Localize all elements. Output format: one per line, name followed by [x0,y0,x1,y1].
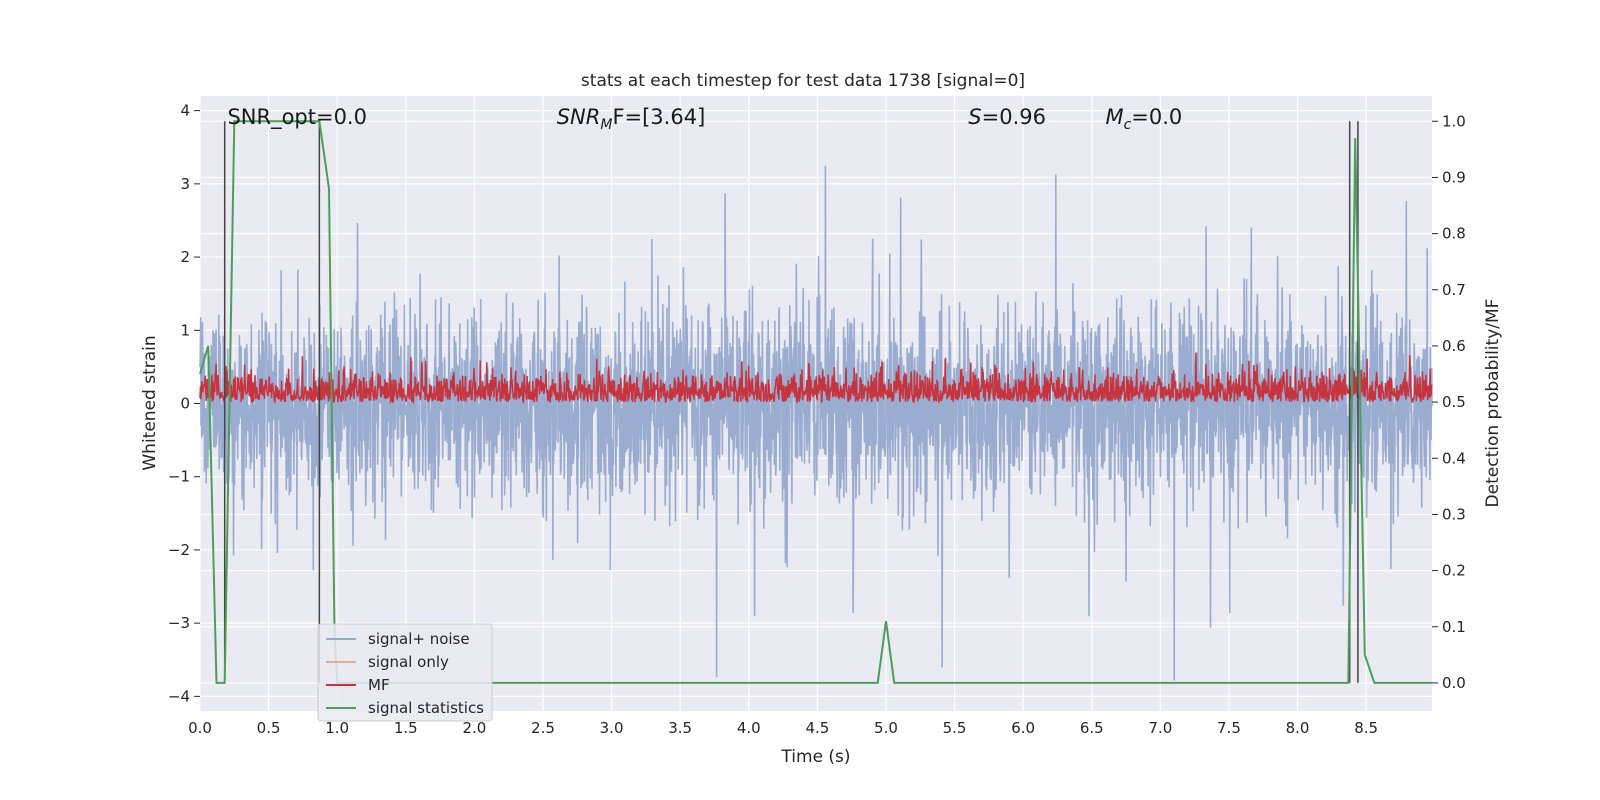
y-tick-label: 2 [180,248,190,266]
y-axis-label: Whitened strain [140,335,160,470]
annotation-0: SNR_opt=0.0 [227,105,367,130]
y2-tick-label: 0.0 [1442,674,1466,692]
legend-label-stat: signal statistics [368,699,484,717]
y-tick-label: 3 [180,175,190,193]
y-tick-label: 4 [180,102,190,120]
y2-tick-label: 0.9 [1442,168,1466,186]
annotation-2: S=0.96 [968,105,1046,129]
y-ticks: 4 3 2 1 0 −1 −2 −3 −4 [168,102,200,705]
x-tick-label: 0.5 [257,719,281,737]
x-tick-label: 4.0 [737,719,761,737]
mf-trace [199,352,1433,405]
x-axis-label: Time (s) [780,747,850,767]
x-tick-label: 7.0 [1148,719,1172,737]
y2-tick-label: 0.4 [1442,449,1466,467]
y2-tick-label: 0.2 [1442,562,1466,580]
x-tick-label: 2.0 [462,719,486,737]
y2-ticks: 1.0 0.9 0.8 0.7 0.6 0.5 0.4 0.3 0.2 0.1 0.0 [1432,112,1466,692]
annotation-3: Mc=0.0 [1105,105,1182,133]
x-tick-label: 3.0 [600,719,624,737]
y2-tick-label: 0.3 [1442,505,1466,523]
x-tick-label: 8.5 [1354,719,1378,737]
x-tick-label: 1.0 [325,719,349,737]
y-tick-label: 0 [180,395,190,413]
y-tick-label: −1 [168,468,190,486]
legend-box [317,623,493,722]
y-tick-label: 1 [180,321,190,339]
x-tick-label: 0.0 [188,719,212,737]
legend-label-noise: signal+ noise [368,630,470,648]
y-tick-label: −4 [168,687,190,705]
x-tick-label: 3.5 [668,719,692,737]
y2-tick-label: 0.8 [1442,225,1466,243]
x-tick-label: 6.5 [1080,719,1104,737]
x-ticks: 0.0 0.5 1.0 1.5 2.0 2.5 3.0 3.5 4.0 4.5 5.0 5.5 6.0 6… [188,719,1378,737]
noise-series [199,165,1433,681]
noise-trace [199,165,1433,681]
chart-title: stats at each timestep for test data 173… [581,71,1025,91]
y2-axis-label: Detection probability/MF [1483,299,1503,508]
legend-label-mf: MF [368,676,390,694]
legend-label-signal: signal only [368,653,449,671]
x-tick-label: 2.5 [531,719,555,737]
y2-tick-label: 0.5 [1442,393,1466,411]
x-tick-label: 1.5 [394,719,418,737]
y2-tick-label: 0.6 [1442,337,1466,355]
x-tick-label: 4.5 [805,719,829,737]
x-tick-label: 7.5 [1217,719,1241,737]
annotation-1: SNRMF=[3.64] [557,105,706,133]
y2-tick-label: 1.0 [1442,112,1466,130]
y-tick-label: −2 [168,541,190,559]
y2-tick-label: 0.7 [1442,281,1466,299]
x-tick-label: 6.0 [1011,719,1035,737]
legend: signal+ noise signal only MF signal stat… [317,623,493,722]
mf-series [199,352,1433,405]
y2-tick-label: 0.1 [1442,618,1466,636]
annotations: SNR_opt=0.0 SNRMF=[3.64] S=0.96 Mc=0.0 [227,105,1182,133]
x-tick-label: 8.0 [1286,719,1310,737]
x-tick-label: 5.5 [943,719,967,737]
y-tick-label: −3 [168,614,190,632]
x-tick-label: 5.0 [874,719,898,737]
